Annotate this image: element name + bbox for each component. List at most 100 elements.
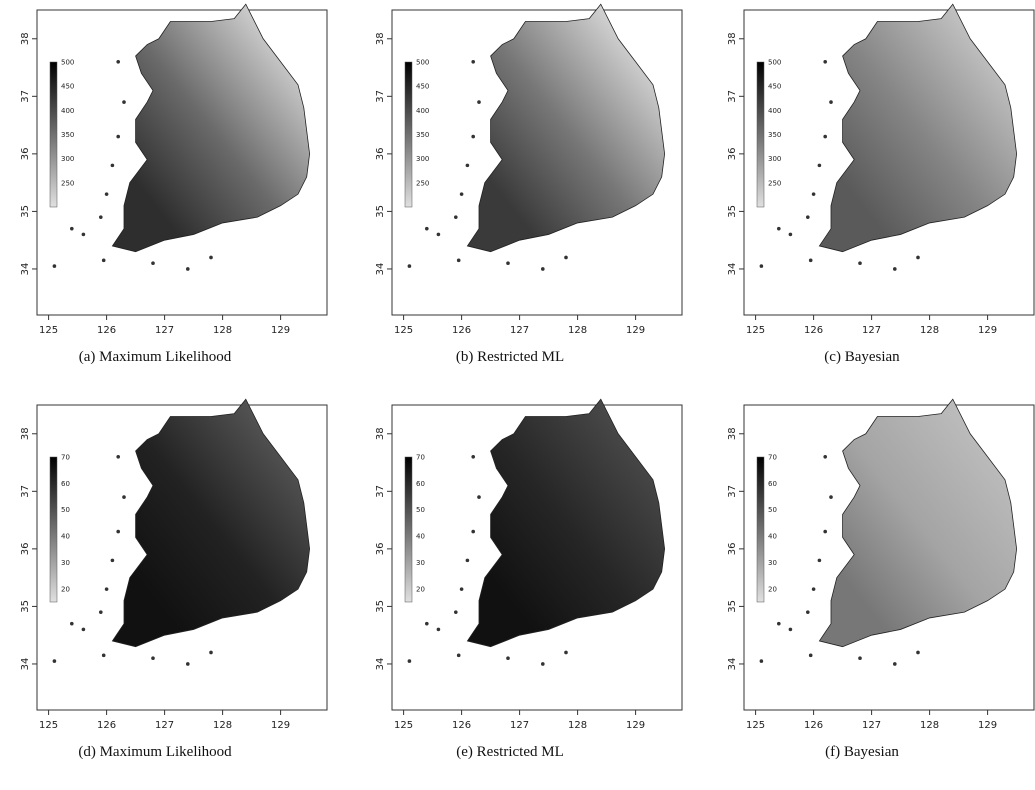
- y-tick-label: 37: [727, 485, 738, 498]
- x-tick-label: 129: [271, 720, 290, 731]
- island: [209, 650, 213, 655]
- y-tick-label: 37: [375, 485, 386, 498]
- island: [823, 529, 827, 534]
- colorbar-label: 50: [416, 506, 425, 514]
- caption: (a) Maximum Likelihood: [79, 349, 232, 365]
- y-tick-label: 35: [20, 205, 31, 218]
- x-tick-label: 126: [452, 325, 471, 336]
- colorbar-label: 400: [768, 107, 781, 115]
- colorbar: [49, 61, 58, 208]
- island: [454, 610, 458, 614]
- y-tick-label: 35: [20, 600, 31, 613]
- map-surface: [818, 3, 1018, 253]
- colorbar-label: 50: [768, 506, 777, 514]
- colorbar-label: 250: [61, 179, 74, 187]
- island: [454, 215, 458, 219]
- colorbar-label: 20: [61, 585, 70, 593]
- x-tick-label: 126: [97, 325, 116, 336]
- island: [564, 255, 568, 260]
- island: [70, 226, 74, 231]
- island: [811, 587, 816, 591]
- colorbar-label: 500: [61, 59, 74, 67]
- x-tick-label: 128: [568, 720, 587, 731]
- island: [101, 258, 106, 263]
- colorbar: [404, 61, 413, 208]
- x-tick-label: 125: [746, 720, 765, 731]
- x-tick-label: 127: [510, 325, 529, 336]
- colorbar-label: 500: [768, 59, 781, 67]
- y-tick-label: 38: [375, 32, 386, 45]
- map-panel: 125 126 127 128 129 34 35 36 37 38 70 60 50 40 30 20 (e)…: [375, 398, 683, 760]
- x-tick-label: 127: [862, 720, 881, 731]
- island: [808, 653, 813, 658]
- colorbar-label: 60: [61, 480, 70, 488]
- island: [817, 163, 822, 168]
- island: [471, 454, 476, 459]
- colorbar-label: 30: [416, 559, 425, 567]
- y-tick-label: 36: [375, 148, 386, 161]
- y-tick-label: 37: [375, 90, 386, 103]
- x-tick-label: 128: [920, 325, 939, 336]
- island: [456, 653, 461, 658]
- y-tick-label: 34: [727, 263, 738, 276]
- island: [101, 653, 106, 658]
- island: [116, 454, 120, 459]
- y-tick-label: 35: [375, 205, 386, 218]
- island: [407, 264, 412, 268]
- island: [436, 232, 441, 237]
- y-tick-label: 35: [727, 205, 738, 218]
- island: [122, 100, 126, 104]
- island: [541, 662, 545, 666]
- x-tick-label: 126: [804, 325, 823, 336]
- x-tick-label: 127: [155, 720, 174, 731]
- island: [806, 215, 810, 219]
- x-tick-label: 129: [978, 325, 997, 336]
- x-tick-label: 127: [510, 720, 529, 731]
- island: [186, 662, 190, 666]
- x-tick-label: 129: [978, 720, 997, 731]
- island: [81, 232, 86, 237]
- y-tick-label: 37: [20, 485, 31, 498]
- x-tick-label: 125: [394, 325, 413, 336]
- colorbar-label: 300: [61, 155, 74, 163]
- island: [186, 267, 190, 271]
- x-tick-label: 128: [213, 720, 232, 731]
- map-surface: [818, 398, 1018, 648]
- island: [52, 264, 57, 268]
- y-tick-label: 38: [375, 427, 386, 440]
- y-tick-label: 36: [375, 543, 386, 556]
- island: [116, 134, 120, 139]
- island: [425, 621, 429, 626]
- map-panel: 125 126 127 128 129 34 35 36 37 38 70 60 50 40 30 20 (d)…: [20, 398, 328, 760]
- island: [858, 261, 862, 266]
- island: [436, 627, 441, 632]
- island: [209, 255, 213, 260]
- map-panel: 125 126 127 128 129 34 35 36 37 38 500 450 400 350 300…: [375, 3, 683, 365]
- y-tick-label: 37: [727, 90, 738, 103]
- x-tick-label: 128: [213, 325, 232, 336]
- colorbar-label: 300: [416, 155, 429, 163]
- y-tick-label: 38: [727, 427, 738, 440]
- map-panel: 125 126 127 128 129 34 35 36 37 38 70 60 50 40 30 20 (f)…: [727, 398, 1035, 760]
- island: [104, 587, 109, 591]
- island: [541, 267, 545, 271]
- x-tick-label: 126: [97, 720, 116, 731]
- y-tick-label: 35: [375, 600, 386, 613]
- colorbar-label: 450: [61, 83, 74, 91]
- colorbar-label: 350: [61, 131, 74, 139]
- island: [777, 621, 781, 626]
- colorbar-label: 400: [416, 107, 429, 115]
- colorbar-label: 40: [768, 533, 777, 541]
- x-tick-label: 129: [271, 325, 290, 336]
- colorbar-label: 300: [768, 155, 781, 163]
- island: [459, 587, 464, 591]
- island: [829, 495, 833, 499]
- map-panel: 125 126 127 128 129 34 35 36 37 38 500 450 400 350 300…: [727, 3, 1035, 365]
- y-tick-label: 36: [727, 148, 738, 161]
- x-tick-label: 129: [626, 325, 645, 336]
- island: [823, 134, 827, 139]
- y-tick-label: 38: [20, 32, 31, 45]
- colorbar: [756, 456, 765, 603]
- y-tick-label: 38: [20, 427, 31, 440]
- caption: (f) Bayesian: [825, 744, 899, 760]
